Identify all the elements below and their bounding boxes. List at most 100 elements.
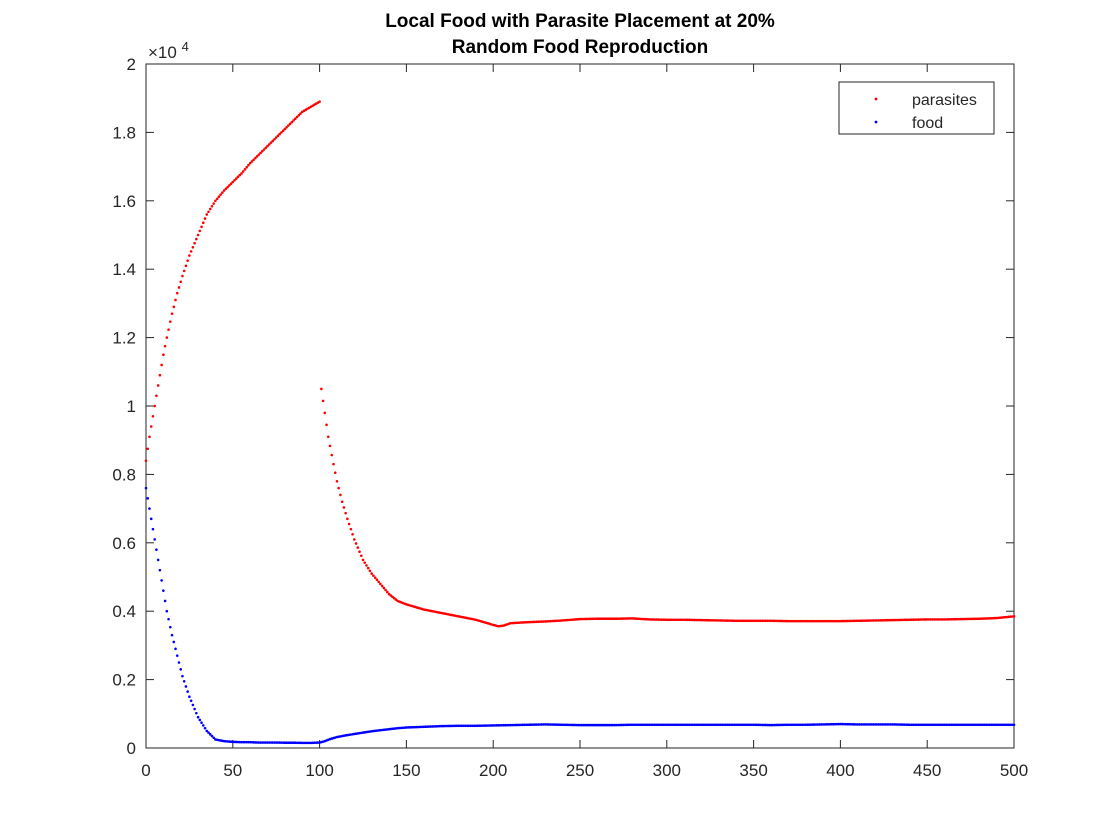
data-point-food-0 (144, 486, 148, 490)
data-point-parasites-110 (335, 479, 339, 483)
data-point-parasites-11 (163, 344, 167, 348)
legend-label-parasites: parasites (912, 92, 977, 109)
data-point-food-10 (162, 589, 165, 592)
y-tick-label-3: 0.6 (112, 534, 136, 553)
data-point-parasites-108 (332, 462, 335, 466)
y-tick-label-4: 0.8 (112, 465, 136, 484)
series-food (144, 486, 1016, 745)
data-point-parasites-78 (280, 131, 283, 134)
y-tick-label-7: 1.4 (112, 260, 136, 279)
data-point-parasites-82 (287, 124, 290, 127)
data-point-parasites-60 (248, 161, 252, 165)
data-point-parasites-69 (264, 146, 268, 150)
data-point-parasites-17 (174, 298, 177, 302)
data-point-parasites-81 (285, 125, 288, 129)
data-point-food-24 (186, 690, 189, 693)
x-axis-ticks: 0 50 100 150 200 250 300 350 400 450 500 (141, 64, 1028, 780)
data-point-food-11 (163, 599, 167, 603)
data-point-parasites-53 (236, 175, 240, 179)
data-point-parasites-86 (293, 117, 297, 121)
data-point-parasites-84 (290, 120, 294, 124)
x-tick-label-4: 200 (479, 761, 507, 780)
data-point-parasites-22 (182, 269, 186, 273)
data-point-food-28 (193, 707, 196, 711)
y-axis-ticks: 0 0.2 0.4 0.6 0.8 1 1.2 1.4 1.6 1.8 2 (112, 55, 1014, 758)
data-point-parasites-106 (328, 444, 332, 448)
data-point-parasites-72 (269, 141, 273, 144)
chart-title-line-2: Random Food Reproduction (452, 37, 708, 58)
data-point-food-32 (200, 721, 203, 724)
data-point-parasites-125 (361, 558, 365, 562)
data-point-parasites-52 (234, 177, 238, 180)
legend-marker-food (874, 120, 878, 124)
data-point-food-5 (153, 538, 156, 541)
y-tick-label-2: 0.4 (112, 602, 136, 621)
data-point-parasites-123 (358, 550, 361, 553)
data-point-food-6 (155, 548, 158, 551)
data-point-parasites-79 (281, 129, 285, 132)
data-point-food-17 (174, 647, 177, 651)
x-tick-label-6: 300 (653, 761, 681, 780)
data-point-food-35 (205, 729, 209, 733)
data-point-parasites-129 (368, 569, 372, 573)
data-point-parasites-32 (200, 225, 203, 229)
data-point-parasites-47 (226, 185, 229, 189)
data-point-parasites-76 (276, 134, 280, 138)
data-point-parasites-66 (259, 151, 262, 155)
data-point-parasites-83 (288, 122, 292, 126)
data-point-food-3 (149, 517, 153, 521)
data-point-parasites-40 (214, 199, 217, 203)
data-point-parasites-23 (184, 264, 188, 268)
data-point-parasites-10 (162, 353, 165, 357)
data-point-parasites-102 (321, 399, 325, 403)
data-point-food-2 (148, 507, 151, 510)
data-point-parasites-12 (165, 336, 169, 339)
data-point-parasites-120 (353, 538, 356, 541)
x-tick-label-9: 450 (913, 761, 941, 780)
data-point-parasites-20 (179, 280, 183, 284)
data-point-parasites-144 (394, 598, 398, 601)
data-point-food-21 (181, 674, 184, 678)
data-point-parasites-88 (297, 114, 301, 117)
data-point-parasites-142 (391, 595, 394, 599)
data-point-food-4 (151, 527, 155, 531)
data-point-parasites-44 (221, 191, 224, 194)
data-point-parasites-9 (160, 363, 163, 367)
y-tick-label-8: 1.6 (112, 192, 136, 211)
data-point-parasites-39 (212, 202, 216, 205)
data-point-parasites-62 (252, 158, 255, 162)
data-point-parasites-126 (363, 561, 367, 564)
data-point-parasites-112 (339, 493, 342, 497)
data-point-parasites-30 (196, 233, 200, 237)
y-axis-exponent-power: 4 (182, 39, 189, 54)
data-point-food-31 (198, 718, 202, 722)
data-point-parasites-105 (326, 435, 330, 439)
data-point-parasites-138 (384, 588, 387, 592)
data-point-parasites-100 (318, 100, 321, 103)
data-point-parasites-16 (172, 305, 176, 309)
data-point-parasites-75 (274, 136, 278, 139)
data-point-parasites-124 (359, 554, 363, 558)
data-point-parasites-68 (262, 148, 266, 151)
data-point-parasites-119 (351, 532, 354, 536)
data-point-parasites-85 (292, 119, 295, 122)
data-point-parasites-117 (347, 522, 351, 526)
data-point-food-33 (201, 724, 205, 727)
data-point-parasites-139 (386, 590, 389, 594)
data-point-parasites-50 (231, 180, 235, 184)
data-point-food-14 (169, 625, 172, 629)
data-point-parasites-77 (278, 132, 281, 136)
data-point-parasites-89 (299, 112, 302, 115)
data-point-parasites-87 (295, 115, 299, 119)
data-point-parasites-54 (238, 173, 242, 177)
plot-area: 0 50 100 150 200 250 300 350 400 450 500 0 0.2 0.4 0.… (112, 55, 1028, 780)
y-tick-label-6: 1.2 (112, 329, 136, 348)
data-point-parasites-143 (392, 596, 396, 600)
data-point-parasites-64 (255, 155, 259, 158)
data-point-parasites-48 (228, 184, 231, 187)
y-tick-label-0: 0 (127, 739, 136, 758)
data-point-food-19 (177, 661, 181, 664)
data-point-parasites-42 (217, 195, 221, 198)
data-point-parasites-25 (188, 254, 191, 257)
data-point-parasites-131 (372, 574, 375, 577)
